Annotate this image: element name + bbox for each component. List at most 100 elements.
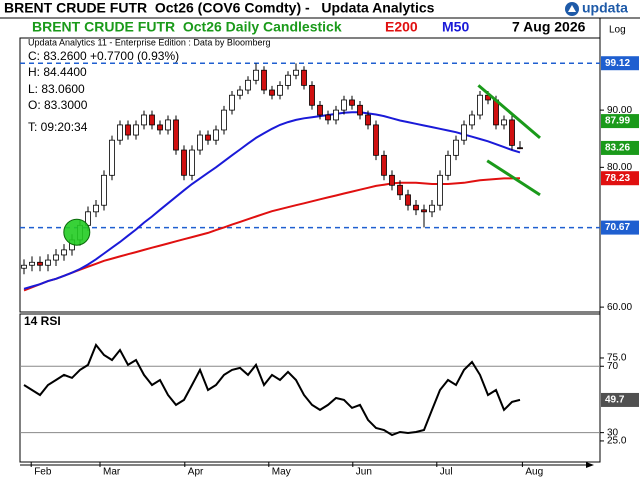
candles [21, 63, 523, 275]
candle-body [405, 194, 411, 206]
logo-text: updata [582, 0, 628, 16]
readout-close: C: 83.2600 +0.7700 (0.93%) [28, 49, 179, 63]
candle-body [213, 129, 219, 141]
readout-open: O: 83.3000 [28, 98, 88, 112]
x-tick-label: Jul [440, 467, 453, 478]
value-tag-bg [601, 392, 639, 407]
candle-body [309, 84, 315, 106]
readout-high: H: 84.4400 [28, 65, 87, 79]
readout-low: L: 83.0600 [28, 82, 85, 96]
candle-body [397, 184, 403, 196]
candle-body [109, 139, 115, 176]
candle-body [37, 261, 43, 266]
candle-body [501, 119, 507, 126]
candle-body [373, 124, 379, 156]
rsi-line [23, 343, 521, 437]
legend-m50: M50 [442, 19, 469, 35]
rsi-title: 14 RSI [24, 314, 61, 328]
brand-logo: updata [565, 0, 628, 16]
candle-body [237, 89, 243, 96]
candle-body [421, 209, 427, 213]
candle-body [173, 119, 179, 151]
candle-body [477, 94, 483, 116]
y-tick-label: 60.00 [607, 302, 632, 313]
y-tick-label: 25.0 [607, 436, 627, 447]
value-tag: 83.26 [605, 143, 630, 154]
chart-date: 7 Aug 2026 [512, 19, 586, 35]
candle-body [61, 249, 67, 256]
candle-body [197, 134, 203, 151]
readout-time: T: 09:20:34 [28, 120, 88, 134]
y-tick-label: 70 [607, 361, 619, 372]
candle-body [125, 124, 131, 136]
candle-body [445, 154, 451, 176]
candle-body [101, 174, 107, 206]
highlight-marker [63, 218, 91, 246]
y-tick-label: 90.00 [607, 105, 632, 116]
candle-body [141, 114, 147, 126]
candle-body [341, 99, 347, 111]
candle-body [261, 69, 267, 91]
candle-body [357, 104, 363, 116]
candle-body [325, 114, 331, 121]
candle-body [45, 259, 51, 266]
candle-body [317, 104, 323, 116]
value-tag: 99.12 [605, 58, 630, 69]
candle-body [269, 89, 275, 96]
source-note: Updata Analytics 11 - Enterprise Edition… [28, 37, 270, 47]
legend-e200: E200 [385, 19, 418, 35]
candle-body [461, 124, 467, 141]
candle-body [413, 204, 419, 211]
x-tick-label: Aug [525, 467, 543, 478]
candle-body [181, 149, 187, 176]
x-tick-label: Feb [34, 467, 52, 478]
indicator-line [23, 111, 521, 290]
candle-body [509, 119, 515, 146]
candle-body [229, 94, 235, 111]
candle-body [93, 204, 99, 213]
channel-line [486, 159, 541, 197]
channel-line [477, 84, 541, 140]
candle-body [157, 124, 163, 131]
candle-body [437, 174, 443, 206]
scale-label: Log [609, 25, 626, 36]
candle-body [117, 124, 123, 141]
y-tick-label: 30 [607, 427, 619, 438]
candle-body [389, 174, 395, 186]
value-tag: 49.7 [605, 395, 625, 406]
value-tag: 70.67 [605, 222, 630, 233]
candle-body [517, 147, 523, 150]
candle-body [245, 79, 251, 91]
candle-body [293, 69, 299, 76]
x-tick-label: Jun [356, 467, 372, 478]
candle-body [333, 109, 339, 121]
candle-body [133, 124, 139, 136]
candle-body [149, 114, 155, 126]
x-tick-label: Apr [188, 467, 204, 478]
value-tag-bg [601, 140, 639, 155]
x-axis-arrow [586, 462, 594, 468]
window-title: BRENT CRUDE FUTR Oct26 (COV6 Comdty) - U… [4, 0, 435, 16]
y-tick-label: 75.0 [607, 353, 627, 364]
candle-body [453, 139, 459, 156]
value-tag-bg [601, 114, 639, 129]
candle-body [429, 204, 435, 213]
value-tag: 87.99 [605, 116, 630, 127]
candle-body [365, 114, 371, 126]
candle-body [221, 109, 227, 131]
value-tag-bg [601, 171, 639, 186]
candle-body [189, 149, 195, 176]
candle-body [253, 69, 259, 81]
x-tick-label: Mar [103, 467, 121, 478]
chart-subtitle: BRENT CRUDE FUTR Oct26 Daily Candlestick [32, 19, 342, 35]
candle-body [381, 154, 387, 176]
candle-body [165, 119, 171, 131]
y-tick-label: 80.00 [607, 162, 632, 173]
value-tag-bg [601, 220, 639, 235]
logo-arrow [568, 5, 576, 12]
candle-body [29, 261, 35, 266]
candle-body [301, 69, 307, 86]
